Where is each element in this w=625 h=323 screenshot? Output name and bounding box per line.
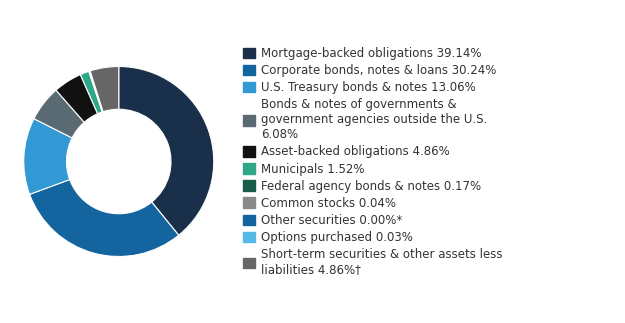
Wedge shape [90, 71, 103, 112]
Wedge shape [81, 71, 102, 114]
Wedge shape [89, 71, 103, 112]
Wedge shape [56, 75, 98, 122]
Wedge shape [90, 67, 119, 112]
Wedge shape [90, 71, 103, 112]
Wedge shape [24, 119, 72, 194]
Legend: Mortgage-backed obligations 39.14%, Corporate bonds, notes & loans 30.24%, U.S. : Mortgage-backed obligations 39.14%, Corp… [243, 47, 502, 276]
Wedge shape [34, 90, 84, 138]
Wedge shape [119, 67, 214, 235]
Wedge shape [29, 180, 179, 256]
Wedge shape [90, 71, 103, 112]
